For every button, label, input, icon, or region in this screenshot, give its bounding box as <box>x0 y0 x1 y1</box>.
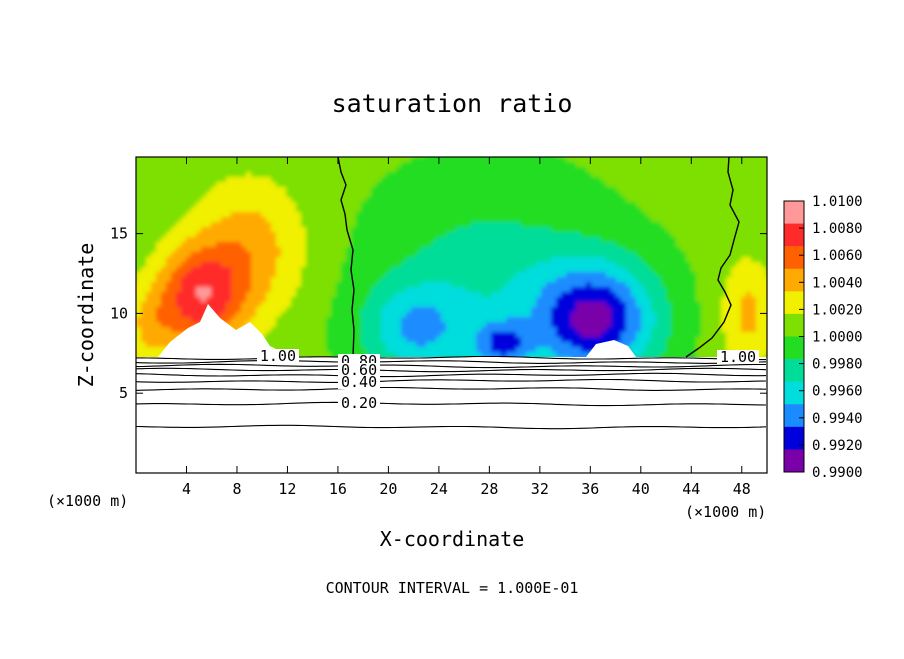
colorbar-label: 1.0060 <box>812 248 863 264</box>
contour-line-low <box>136 425 766 428</box>
colorbar-label: 1.0080 <box>812 221 863 237</box>
colorbar-label: 0.9940 <box>812 411 863 427</box>
colorbar-swatch <box>784 269 804 292</box>
x-axis-label: X-coordinate <box>380 527 525 551</box>
x-tick-label: 44 <box>682 480 700 498</box>
colorbar-swatch <box>784 382 804 405</box>
x-tick-label: 32 <box>531 480 549 498</box>
contour-line-low <box>136 361 766 364</box>
contour-interval-note: CONTOUR INTERVAL = 1.000E-01 <box>326 579 579 597</box>
colorbar-swatch <box>784 246 804 269</box>
contour-line-low <box>136 388 766 391</box>
colorbar-swatch <box>784 449 804 472</box>
x-tick-label: 24 <box>430 480 448 498</box>
colorbar-swatch <box>784 291 804 314</box>
x-tick-label: 28 <box>480 480 498 498</box>
y-axis-label: Z-coordinate <box>74 243 98 388</box>
contour-label: 1.00 <box>260 347 296 365</box>
contour-label: 1.00 <box>720 348 756 366</box>
y-tick-label: 5 <box>119 384 128 402</box>
contour-label: 0.20 <box>341 394 377 412</box>
colorbar-swatch <box>784 337 804 360</box>
colorbar-swatch <box>784 427 804 450</box>
x-tick-label: 16 <box>329 480 347 498</box>
colorbar-label: 1.0020 <box>812 302 863 318</box>
y-tick-label: 15 <box>110 225 128 243</box>
contour-line-low <box>136 373 766 376</box>
colorbar-label: 0.9900 <box>812 465 863 481</box>
contour-line-low <box>136 364 766 367</box>
colorbar-label: 0.9980 <box>812 357 863 373</box>
colorbar-swatch <box>784 359 804 382</box>
colorbar-label: 0.9920 <box>812 438 863 454</box>
contour-line-low <box>136 368 766 371</box>
x-tick-label: 4 <box>182 480 191 498</box>
colorbar-label: 1.0100 <box>812 194 863 210</box>
colorbar-swatch <box>784 404 804 427</box>
x-tick-label: 40 <box>632 480 650 498</box>
colorbar-swatch <box>784 314 804 337</box>
contour-line-low <box>136 402 766 405</box>
colorbar-swatch <box>784 201 804 224</box>
colorbar-label: 0.9960 <box>812 384 863 400</box>
x-tick-label: 12 <box>278 480 296 498</box>
contour-label: 0.40 <box>341 373 377 391</box>
colorbar-label: 1.0000 <box>812 330 863 346</box>
y-tick-label: 10 <box>110 304 128 322</box>
colorbar: 1.0100 1.0080 1.0060 1.0040 1.0020 1.0000 0.99… <box>784 194 863 481</box>
x-tick-label: 20 <box>379 480 397 498</box>
x-tick-label: 36 <box>581 480 599 498</box>
x-unit-right: (×1000 m) <box>685 503 766 521</box>
colorbar-label: 1.0040 <box>812 275 863 291</box>
contour-line-low <box>136 380 766 383</box>
x-tick-label: 48 <box>733 480 751 498</box>
x-tick-label: 8 <box>232 480 241 498</box>
x-unit-left: (×1000 m) <box>47 492 128 510</box>
colorbar-swatch <box>784 224 804 247</box>
chart-title: saturation ratio <box>332 89 573 118</box>
